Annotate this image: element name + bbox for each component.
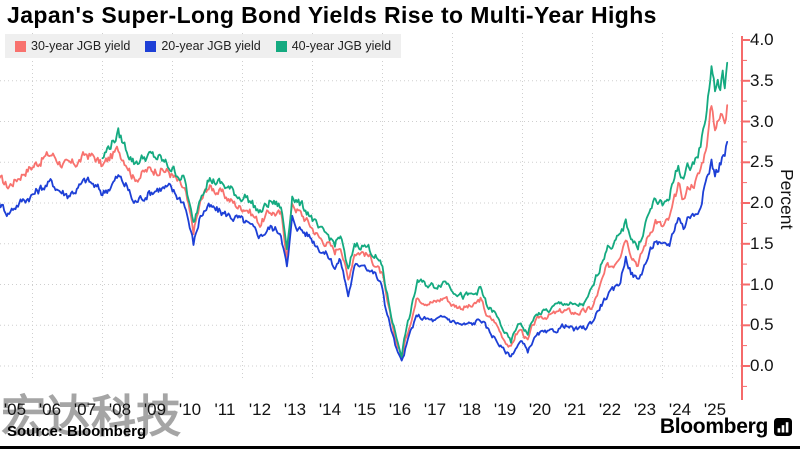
legend-label: 40-year JGB yield bbox=[291, 39, 392, 53]
x-tick-label: '20 bbox=[528, 400, 552, 419]
x-tick-label: '06 bbox=[38, 400, 62, 419]
legend-swatch-icon bbox=[145, 40, 157, 52]
watermark: 宏达科技 bbox=[1, 391, 182, 442]
legend-swatch-icon bbox=[275, 40, 287, 52]
x-tick-label: '25 bbox=[703, 400, 727, 419]
y-tick-label: 3.0 bbox=[750, 112, 774, 131]
x-tick-label: '23 bbox=[633, 400, 657, 419]
x-tick-label: '05 bbox=[3, 400, 27, 419]
bottom-border bbox=[0, 446, 800, 449]
x-tick-label: '14 bbox=[318, 400, 342, 419]
legend-label: 30-year JGB yield bbox=[31, 39, 131, 53]
y-tick-label: 3.5 bbox=[750, 71, 774, 90]
y-tick-label: 2.5 bbox=[750, 152, 774, 171]
y-tick-label: 2.0 bbox=[750, 193, 774, 212]
x-tick-label: '15 bbox=[353, 400, 377, 419]
legend-item: 30-year JGB yield bbox=[15, 39, 130, 53]
x-tick-label: '11 bbox=[214, 400, 236, 419]
series-line-20y bbox=[0, 141, 729, 362]
y-axis-title: Percent bbox=[777, 169, 797, 230]
y-tick-label: 1.0 bbox=[750, 275, 774, 294]
chart-title: Japan's Super-Long Bond Yields Rise to M… bbox=[7, 2, 657, 28]
legend-label: 20-year JGB yield bbox=[161, 39, 261, 53]
legend: 30-year JGB yield 20-year JGB yield 40-yea… bbox=[5, 34, 402, 58]
bloomberg-logo-icon bbox=[774, 418, 792, 436]
x-tick-label: '22 bbox=[598, 400, 622, 419]
x-tick-label: '10 bbox=[178, 400, 202, 419]
x-tick-label: '16 bbox=[388, 400, 412, 419]
legend-swatch-icon bbox=[15, 40, 26, 52]
x-tick-label: '17 bbox=[423, 400, 447, 419]
y-tick-label: 0.5 bbox=[750, 315, 774, 334]
bloomberg-wordmark: Bloomberg bbox=[659, 415, 768, 438]
legend-item: 40-year JGB yield bbox=[275, 39, 392, 53]
x-tick-label: '18 bbox=[458, 400, 482, 419]
x-tick-label: '09 bbox=[143, 400, 167, 419]
y-tick-label: 4.0 bbox=[750, 30, 774, 49]
x-tick-label: '07 bbox=[73, 400, 97, 419]
series-line-30y bbox=[0, 104, 729, 360]
source-attribution: Source: Bloomberg bbox=[7, 423, 147, 440]
legend-item: 20-year JGB yield bbox=[145, 39, 261, 53]
x-tick-label: '08 bbox=[108, 400, 132, 419]
x-tick-label: '12 bbox=[248, 400, 272, 419]
x-tick-label: '24 bbox=[668, 400, 692, 419]
x-tick-label: '19 bbox=[493, 400, 517, 419]
y-tick-label: 1.5 bbox=[750, 234, 774, 253]
bloomberg-brand: Bloomberg bbox=[660, 415, 792, 439]
x-tick-label: '13 bbox=[283, 400, 307, 419]
y-tick-label: 0.0 bbox=[750, 356, 774, 375]
series-line-40y bbox=[101, 61, 729, 358]
x-tick-label: '21 bbox=[563, 400, 587, 419]
